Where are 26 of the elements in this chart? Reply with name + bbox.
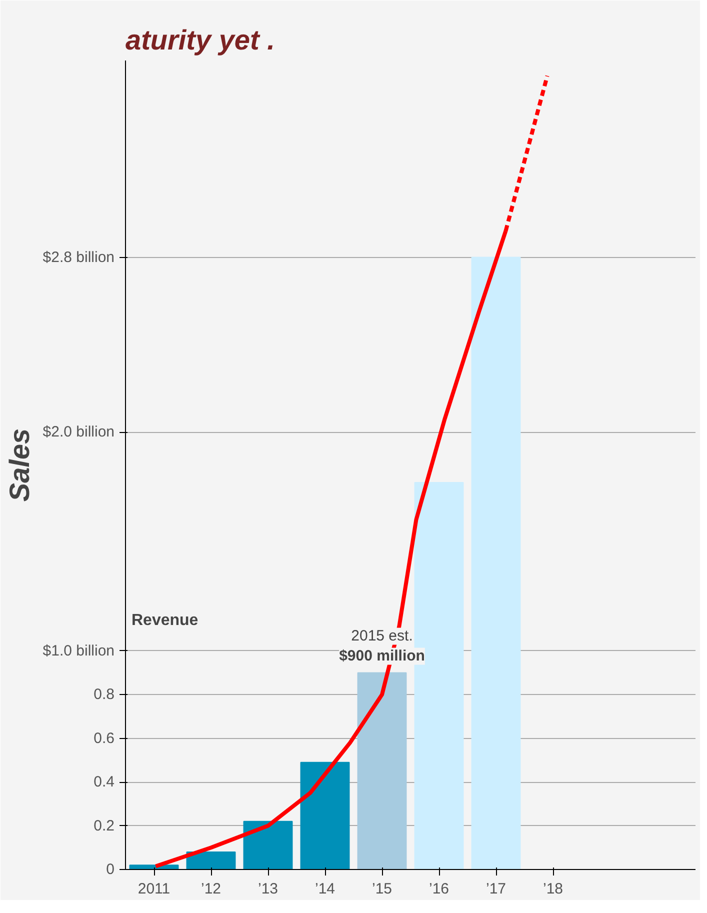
bar	[186, 852, 236, 870]
annotation: 2015 est.	[351, 628, 413, 645]
y-tick-label: 0	[106, 861, 114, 878]
bar	[471, 256, 521, 870]
annotation: $900 million	[339, 648, 425, 665]
x-tick-label: ’12	[200, 880, 222, 898]
x-tick-label: ’13	[258, 880, 278, 898]
y-tick-label: 0.6	[94, 730, 115, 747]
bar	[243, 820, 293, 870]
y-tick-label: $2.8 billion	[42, 248, 114, 266]
y-tick-label: 0.4	[94, 774, 115, 791]
chart-title: aturity yet .	[126, 24, 275, 56]
annotation: Revenue	[132, 612, 198, 629]
x-tick-label: ’14	[314, 880, 336, 898]
y-axis-title: Sales	[4, 428, 35, 502]
x-tick-label: 2011	[138, 880, 170, 898]
x-tick-label: ’17	[486, 880, 506, 898]
y-tick-label: $2.0 billion	[42, 424, 114, 441]
y-tick-label: $1.0 billion	[42, 642, 114, 660]
x-tick-label: ’15	[372, 880, 392, 898]
bar	[357, 672, 407, 870]
y-tick-label: 0.8	[94, 686, 115, 704]
x-tick-label: ’16	[428, 880, 450, 898]
x-tick-label: ’18	[542, 880, 564, 898]
bar	[300, 762, 350, 870]
y-tick-label: 0.2	[94, 817, 115, 834]
